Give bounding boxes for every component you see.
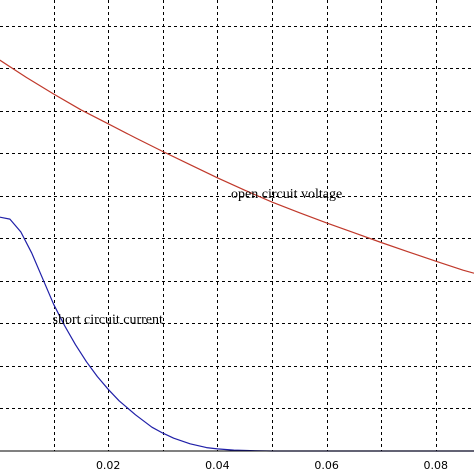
current-series-line bbox=[0, 216, 474, 452]
x-tick-labels: 0.02 0.04 0.06 0.08 bbox=[96, 459, 448, 472]
voltage-series-line bbox=[0, 59, 474, 274]
annotation-label: short circuit current bbox=[53, 312, 164, 327]
y-gridlines bbox=[0, 26, 474, 409]
x-tick-label: 0.04 bbox=[205, 459, 230, 472]
x-tick-label: 0.02 bbox=[96, 459, 121, 472]
x-tick-label: 0.06 bbox=[314, 459, 339, 472]
annotation-label: open circuit voltage bbox=[231, 187, 342, 202]
x-gridlines bbox=[54, 0, 437, 451]
annotations: open circuit voltage short circuit curren… bbox=[53, 187, 343, 328]
series-group bbox=[0, 59, 474, 452]
x-tick-label: 0.08 bbox=[424, 459, 449, 472]
